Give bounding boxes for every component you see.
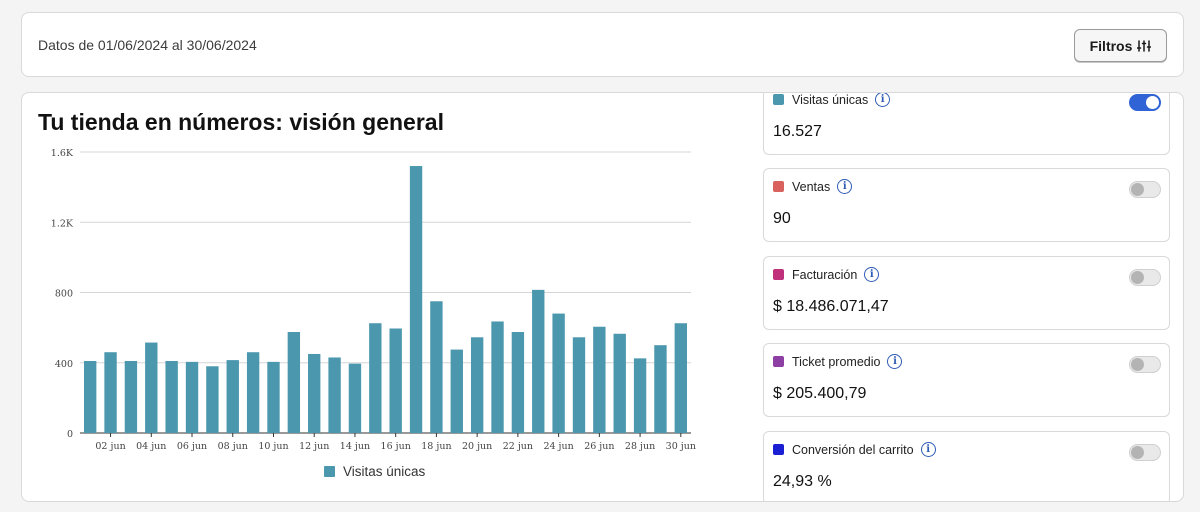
y-tick-label: 400 [55, 359, 73, 370]
x-tick-label: 20 jun [462, 441, 492, 452]
toggle-knob [1131, 183, 1144, 196]
metric-value: $ 205.400,79 [773, 385, 867, 402]
metric-label: Ticket promedio [792, 354, 881, 369]
legend-label: Visitas únicas [343, 464, 426, 479]
x-tick-label: 28 jun [625, 441, 655, 452]
page-title: Tu tienda en números: visión general [38, 109, 444, 135]
bar [633, 358, 647, 433]
bar [104, 352, 117, 433]
metric-value: $ 18.486.071,47 [773, 298, 889, 315]
bar [246, 352, 260, 433]
toggle-knob [1131, 446, 1144, 459]
series-swatch [773, 444, 784, 455]
info-icon[interactable]: i [920, 442, 936, 457]
bar [308, 353, 321, 433]
x-tick-label: 24 jun [543, 441, 573, 452]
info-icon[interactable]: i [864, 267, 880, 282]
metric-label: Ventas [792, 179, 831, 194]
toggle-knob [1131, 271, 1144, 284]
bar [206, 366, 219, 433]
y-tick-label: 0 [67, 429, 73, 440]
info-icon[interactable]: i [837, 179, 853, 194]
bar [552, 313, 565, 433]
toggle-knob [1146, 96, 1159, 109]
x-tick-label: 26 jun [584, 441, 614, 452]
info-icon[interactable]: i [875, 93, 891, 107]
metric-label: Visitas únicas [792, 92, 869, 107]
bar [84, 360, 97, 433]
series-swatch [773, 356, 784, 367]
metric-toggle[interactable] [1129, 356, 1161, 373]
bar [287, 332, 301, 433]
bar [470, 337, 484, 433]
metric-label: Conversión del carrito [792, 442, 914, 457]
bar [389, 328, 402, 433]
x-tick-label: 06 jun [177, 441, 207, 452]
date-range-text: Datos de 01/06/2024 al 30/06/2024 [38, 37, 257, 53]
metric-toggle[interactable] [1129, 444, 1161, 461]
y-tick-label: 1.6K [51, 148, 74, 159]
sliders-icon [1137, 39, 1152, 52]
x-tick-label: 16 jun [381, 441, 411, 452]
bar [328, 357, 341, 433]
x-tick-label: 22 jun [503, 441, 533, 452]
bar [165, 360, 178, 433]
bar [674, 323, 687, 433]
x-tick-label: 04 jun [136, 441, 166, 452]
series-swatch [773, 181, 784, 192]
metric-value: 16.527 [773, 123, 822, 140]
metric-toggle[interactable] [1129, 94, 1161, 111]
bar [430, 301, 443, 433]
bar [613, 333, 626, 433]
metric-toggle[interactable] [1129, 181, 1161, 198]
series-swatch [773, 94, 784, 105]
bar [593, 326, 606, 433]
metric-card-conversion-carrito[interactable]: Conversión del carrito i 24,93 % [763, 431, 1170, 501]
metric-value: 90 [773, 210, 791, 227]
bar [267, 361, 280, 433]
series-swatch [773, 269, 784, 280]
bar [654, 345, 667, 433]
bar [532, 289, 545, 433]
info-icon[interactable]: i [887, 354, 903, 369]
bar [572, 337, 586, 433]
bar [409, 166, 423, 434]
bar [124, 360, 138, 433]
toggle-knob [1131, 358, 1144, 371]
legend-swatch [324, 466, 335, 477]
bar [348, 363, 362, 433]
metric-card-ventas[interactable]: Ventas i 90 [763, 168, 1170, 242]
metric-toggle[interactable] [1129, 269, 1161, 286]
metric-card-visitas[interactable]: Visitas únicas i 16.527 [763, 92, 1170, 155]
y-tick-label: 800 [55, 289, 73, 300]
x-tick-label: 08 jun [218, 441, 248, 452]
metric-card-ticket-promedio[interactable]: Ticket promedio i $ 205.400,79 [763, 343, 1170, 417]
filters-button-label: Filtros [1089, 37, 1133, 54]
bar [491, 321, 504, 433]
metric-card-facturacion[interactable]: Facturación i $ 18.486.071,47 [763, 256, 1170, 330]
x-tick-label: 18 jun [421, 441, 451, 452]
x-tick-label: 30 jun [666, 441, 696, 452]
metric-value: 24,93 % [773, 473, 832, 490]
metric-label: Facturación [792, 267, 858, 282]
bar [185, 361, 199, 433]
date-range-card: Datos de 01/06/2024 al 30/06/2024 Filtro… [21, 12, 1184, 77]
x-tick-label: 12 jun [299, 441, 329, 452]
x-tick-label: 02 jun [95, 441, 125, 452]
bar [450, 349, 463, 433]
filters-button[interactable]: Filtros [1074, 29, 1167, 62]
x-tick-label: 14 jun [340, 441, 370, 452]
x-tick-label: 10 jun [258, 441, 288, 452]
y-tick-label: 1.2K [51, 218, 74, 229]
visits-bar-chart: 0 400 800 1.2K 1.6K 02 jun 04 jun 06 jun 08 jun 1… [51, 148, 696, 479]
bar [511, 332, 525, 433]
overview-card: Tu tienda en números: visión general 0 40… [21, 92, 1184, 502]
bar [145, 342, 158, 433]
bar [226, 360, 239, 433]
bar [369, 323, 382, 433]
